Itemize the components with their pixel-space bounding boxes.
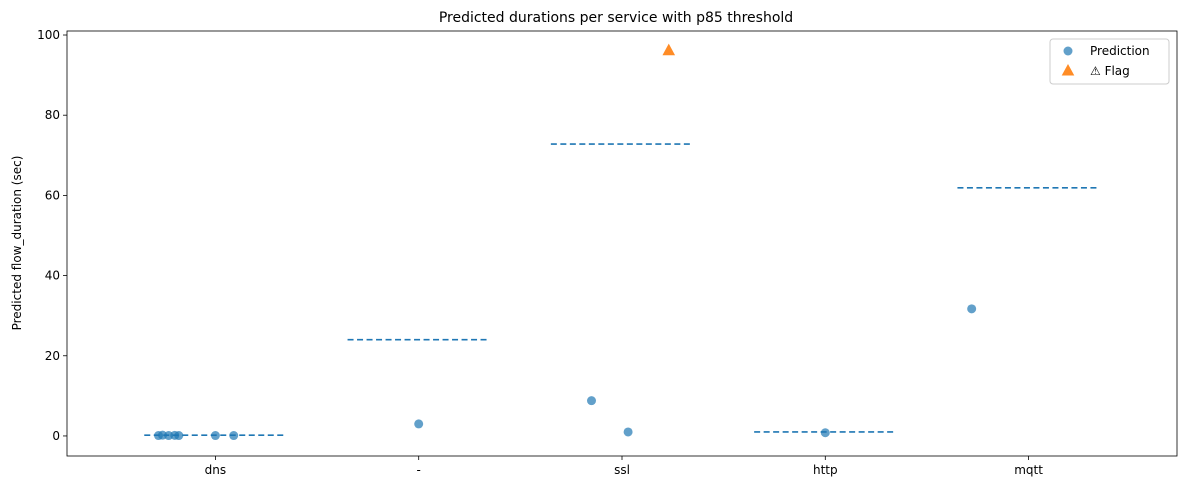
legend-marker-prediction — [1063, 46, 1073, 56]
flag-point — [662, 43, 676, 56]
prediction-point — [820, 428, 830, 438]
legend-label: Prediction — [1090, 44, 1150, 58]
prediction-point — [174, 431, 184, 441]
x-tick-label: http — [813, 463, 838, 477]
prediction-point — [623, 427, 633, 437]
y-tick-label: 80 — [45, 108, 60, 122]
x-tick-label: mqtt — [1014, 463, 1043, 477]
x-tick-label: dns — [205, 463, 226, 477]
legend-box — [1049, 38, 1170, 85]
y-tick-label: 0 — [52, 429, 60, 443]
chart-title: Predicted durations per service with p85… — [439, 10, 793, 26]
x-tick-label: - — [417, 463, 421, 477]
prediction-point — [587, 396, 597, 406]
prediction-point — [210, 431, 220, 441]
legend-marker-flag — [1061, 64, 1075, 76]
prediction-point — [229, 431, 239, 441]
legend-label: ⚠ Flag — [1090, 64, 1130, 78]
prediction-point — [967, 304, 977, 314]
y-tick-label: 20 — [45, 349, 60, 363]
y-tick-label: 100 — [37, 28, 60, 42]
prediction-point — [414, 419, 424, 429]
y-tick-label: 40 — [45, 269, 60, 283]
plot-frame — [66, 30, 1178, 457]
y-tick-label: 60 — [45, 188, 60, 202]
y-axis-label: Predicted flow_duration (sec) — [10, 156, 24, 331]
x-tick-label: ssl — [614, 463, 630, 477]
plot-layer: 0 20 40 60 80 100 dns - ssl http mqtt — [37, 28, 1178, 477]
legend: Prediction ⚠ Flag — [1049, 38, 1170, 85]
